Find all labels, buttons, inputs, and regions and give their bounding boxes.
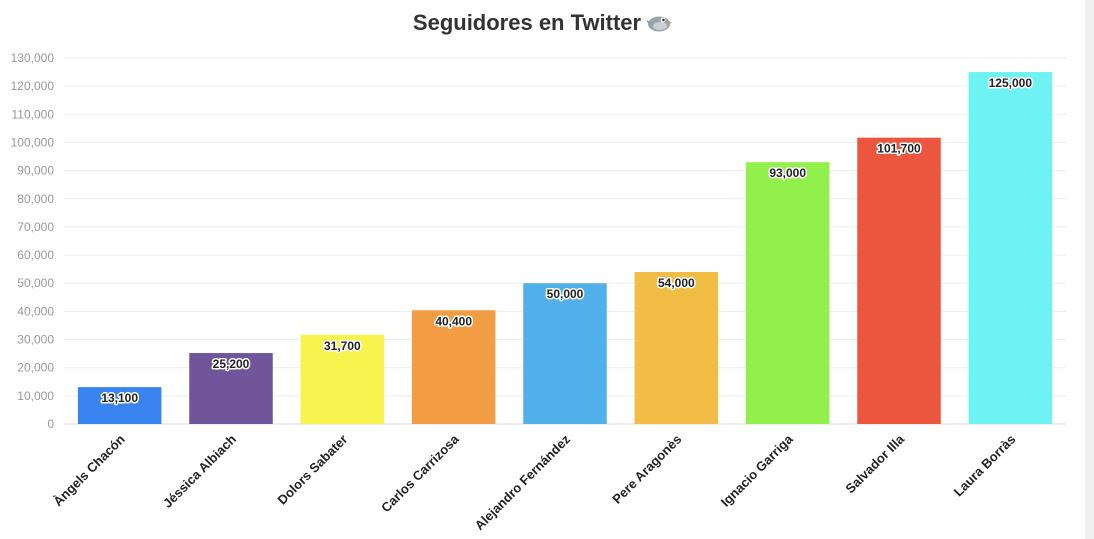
x-tick-label: Dolors Sabater — [274, 432, 350, 508]
bar — [523, 283, 607, 424]
y-tick-label: 130,000 — [11, 51, 55, 65]
bird-icon — [646, 16, 673, 32]
data-label: 101,700 — [877, 142, 921, 156]
bar — [857, 137, 941, 424]
x-tick-label: Àngels Chacón — [50, 431, 128, 509]
y-tick-label: 70,000 — [17, 220, 54, 234]
bar — [189, 353, 273, 424]
data-label: 25,200 — [213, 357, 250, 371]
y-tick-label: 120,000 — [11, 79, 55, 93]
bar — [968, 72, 1053, 425]
data-label: 31,700 — [324, 339, 361, 353]
data-label: 40,400 — [435, 314, 472, 328]
chart-title: Seguidores en Twitter — [0, 10, 1085, 36]
y-tick-label: 80,000 — [17, 192, 54, 206]
y-tick-label: 60,000 — [17, 248, 54, 262]
scrollbar-gutter[interactable] — [1085, 0, 1094, 539]
x-tick-label: Ignacio Garriga — [718, 431, 797, 510]
y-tick-label: 10,000 — [17, 389, 54, 403]
y-tick-label: 100,000 — [11, 135, 55, 149]
data-label: 93,000 — [769, 166, 806, 180]
bar — [634, 271, 719, 424]
x-tick-label: Alejandro Fernández — [472, 431, 574, 533]
data-label: 54,000 — [658, 276, 695, 290]
bar — [745, 162, 830, 424]
y-tick-label: 90,000 — [17, 164, 54, 178]
x-tick-label: Pere Aragonès — [609, 432, 684, 507]
x-tick-label: Laura Borràs — [951, 432, 1019, 500]
bar — [77, 387, 162, 424]
y-tick-label: 0 — [47, 417, 54, 431]
x-tick-label: Jéssica Albiach — [160, 431, 239, 510]
y-tick-label: 50,000 — [17, 276, 54, 290]
y-tick-label: 110,000 — [12, 107, 55, 121]
bar — [411, 310, 496, 424]
y-tick-label: 40,000 — [17, 304, 54, 318]
data-label: 50,000 — [547, 287, 584, 301]
y-tick-label: 30,000 — [17, 333, 54, 347]
x-tick-label: Carlos Carrizosa — [378, 431, 462, 515]
y-tick-label: 20,000 — [17, 361, 54, 375]
chart-title-text: Seguidores en Twitter — [412, 10, 642, 35]
bar — [300, 334, 385, 424]
data-label: 13,100 — [101, 391, 138, 405]
data-label: 125,000 — [989, 76, 1033, 90]
x-tick-label: Salvador Illa — [842, 431, 907, 496]
